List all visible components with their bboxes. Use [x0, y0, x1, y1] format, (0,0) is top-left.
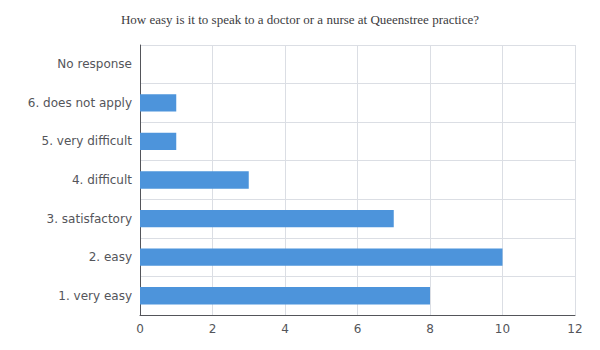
svg-text:5. very difficult: 5. very difficult — [42, 134, 133, 148]
svg-text:How easy is it to speak to a d: How easy is it to speak to a doctor or a… — [121, 12, 479, 27]
svg-text:No response: No response — [57, 57, 132, 71]
svg-text:4: 4 — [281, 322, 289, 336]
svg-text:10: 10 — [495, 322, 510, 336]
svg-text:2: 2 — [209, 322, 217, 336]
svg-text:1. very easy: 1. very easy — [58, 289, 132, 303]
svg-text:12: 12 — [567, 322, 582, 336]
svg-text:2. easy: 2. easy — [89, 250, 132, 264]
svg-text:3. satisfactory: 3. satisfactory — [47, 212, 132, 226]
svg-text:0: 0 — [136, 322, 144, 336]
svg-text:8: 8 — [426, 322, 434, 336]
svg-text:6: 6 — [354, 322, 362, 336]
svg-text:4. difficult: 4. difficult — [72, 173, 132, 187]
svg-text:6. does not apply: 6. does not apply — [28, 96, 132, 110]
